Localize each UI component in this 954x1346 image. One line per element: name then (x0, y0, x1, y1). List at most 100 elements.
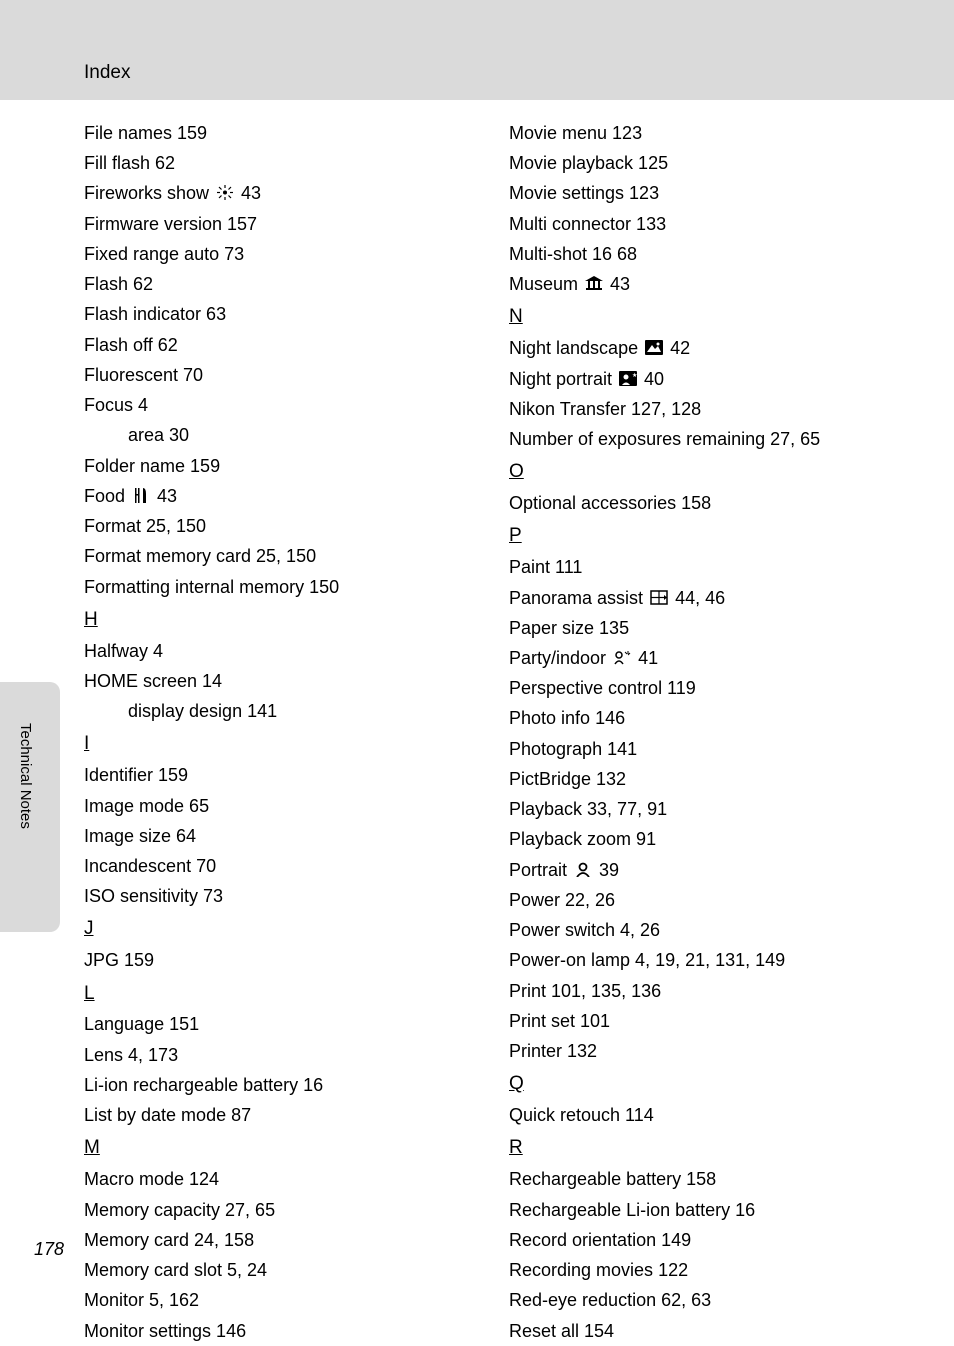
side-tab-label: Technical Notes (17, 723, 34, 829)
page-number: 178 (34, 1239, 64, 1260)
index-entry-pre: Panorama assist (509, 588, 648, 608)
index-entry: Photo info 146 (509, 703, 914, 733)
index-entry: Image size 64 (84, 821, 489, 851)
index-entry: File names 159 (84, 118, 489, 148)
index-entry: Quick retouch 114 (509, 1100, 914, 1130)
index-entry: Portrait 39 (509, 855, 914, 885)
index-entry: Memory capacity 27, 65 (84, 1195, 489, 1225)
index-letter: J (84, 913, 94, 945)
index-entry: Fill flash 62 (84, 148, 489, 178)
index-entry: Multi-shot 16 68 (509, 239, 914, 269)
index-letter: L (84, 978, 95, 1010)
index-entry: Panorama assist 44, 46 (509, 583, 914, 613)
index-entry: Number of exposures remaining 27, 65 (509, 424, 914, 454)
index-entry: Power switch 4, 26 (509, 915, 914, 945)
food-icon (132, 482, 150, 497)
index-entry-post: 39 (594, 860, 619, 880)
index-entry: Playback 33, 77, 91 (509, 794, 914, 824)
index-entry: Paper size 135 (509, 613, 914, 643)
index-subentry: display design 141 (84, 696, 489, 726)
index-entry: Nikon Transfer 127, 128 (509, 394, 914, 424)
index-entry: Halfway 4 (84, 636, 489, 666)
index-letter: R (509, 1132, 523, 1164)
index-entry: Printer 132 (509, 1036, 914, 1066)
index-column-right: Movie menu 123Movie playback 125Movie se… (509, 118, 914, 1346)
portrait-icon (574, 856, 592, 871)
index-letter: P (509, 520, 522, 552)
index-entry: Macro mode 124 (84, 1164, 489, 1194)
index-entry: Paint 111 (509, 552, 914, 582)
index-entry-post: 44, 46 (670, 588, 725, 608)
index-letter: Q (509, 1068, 524, 1100)
index-entry-post: 43 (605, 274, 630, 294)
index-entry: Movie settings 123 (509, 178, 914, 208)
index-entry: Print 101, 135, 136 (509, 976, 914, 1006)
index-entry: Power-on lamp 4, 19, 21, 131, 149 (509, 945, 914, 975)
index-entry: Red-eye reduction 62, 63 (509, 1285, 914, 1315)
index-entry: JPG 159 (84, 945, 489, 975)
index-letter: I (84, 728, 89, 760)
index-letter: M (84, 1132, 100, 1164)
index-entry-post: 41 (633, 648, 658, 668)
header-band: Index (0, 0, 954, 100)
index-entry: Flash 62 (84, 269, 489, 299)
index-entry: Memory card slot 5, 24 (84, 1255, 489, 1285)
index-entry: Image mode 65 (84, 791, 489, 821)
night-portrait-icon (619, 365, 637, 380)
index-entry-pre: Food (84, 486, 130, 506)
panorama-icon (650, 584, 668, 599)
index-entry: Movie menu 123 (509, 118, 914, 148)
index-entry: Fixed range auto 73 (84, 239, 489, 269)
index-entry: Record orientation 149 (509, 1225, 914, 1255)
index-entry: Night portrait 40 (509, 364, 914, 394)
party-icon (613, 644, 631, 659)
index-entry: Recording movies 122 (509, 1255, 914, 1285)
index-entry-post: 43 (236, 183, 261, 203)
index-entry: Language 151 (84, 1009, 489, 1039)
index-entry: Focus 4 (84, 390, 489, 420)
index-entry-pre: Party/indoor (509, 648, 611, 668)
fireworks-icon (216, 179, 234, 194)
index-entry: Flash off 62 (84, 330, 489, 360)
index-entry: Monitor settings 146 (84, 1316, 489, 1346)
index-entry: PictBridge 132 (509, 764, 914, 794)
index-entry: List by date mode 87 (84, 1100, 489, 1130)
index-entry: Memory card 24, 158 (84, 1225, 489, 1255)
index-entry-pre: Night portrait (509, 369, 617, 389)
index-entry: Fireworks show 43 (84, 178, 489, 208)
side-tab: Technical Notes (0, 682, 60, 932)
index-entry-post: 42 (665, 338, 690, 358)
index-entry: Firmware version 157 (84, 209, 489, 239)
index-entry-pre: Fireworks show (84, 183, 214, 203)
index-entry: Format memory card 25, 150 (84, 541, 489, 571)
index-entry-pre: Museum (509, 274, 583, 294)
index-entry: Format 25, 150 (84, 511, 489, 541)
index-entry: HOME screen 14 (84, 666, 489, 696)
index-entry: Perspective control 119 (509, 673, 914, 703)
index-letter: O (509, 456, 524, 488)
index-entry: Optional accessories 158 (509, 488, 914, 518)
index-entry: Incandescent 70 (84, 851, 489, 881)
night-landscape-icon (645, 334, 663, 349)
index-entry: Flash indicator 63 (84, 299, 489, 329)
index-entry: Movie playback 125 (509, 148, 914, 178)
index-entry: Identifier 159 (84, 760, 489, 790)
index-entry-pre: Portrait (509, 860, 572, 880)
index-entry: Folder name 159 (84, 451, 489, 481)
index-entry: Night landscape 42 (509, 333, 914, 363)
index-letter: H (84, 604, 98, 636)
index-entry: Li-ion rechargeable battery 16 (84, 1070, 489, 1100)
index-entry: Museum 43 (509, 269, 914, 299)
index-entry-post: 40 (639, 369, 664, 389)
index-entry: Rechargeable Li-ion battery 16 (509, 1195, 914, 1225)
index-entry: ISO sensitivity 73 (84, 881, 489, 911)
index-entry: Photograph 141 (509, 734, 914, 764)
museum-icon (585, 270, 603, 285)
index-subentry: area 30 (84, 420, 489, 450)
index-entry-pre: Night landscape (509, 338, 643, 358)
index-entry: Food 43 (84, 481, 489, 511)
page-title: Index (84, 62, 954, 84)
index-column-left: File names 159Fill flash 62Fireworks sho… (84, 118, 489, 1346)
index-entry: Party/indoor 41 (509, 643, 914, 673)
index-entry: Print set 101 (509, 1006, 914, 1036)
